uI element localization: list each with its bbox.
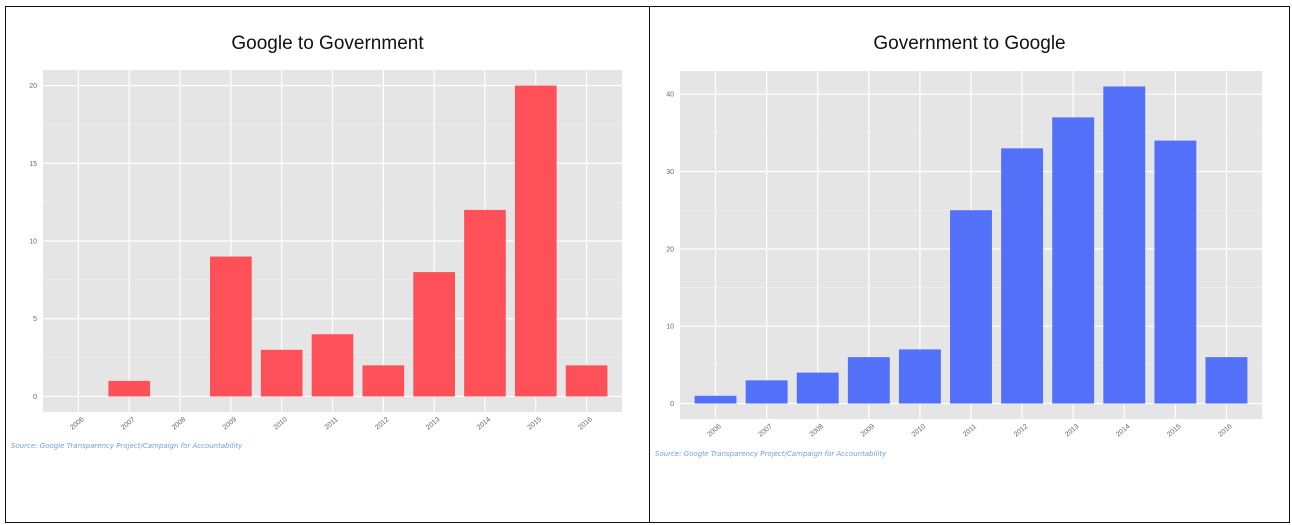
source-note: Source: Google Transparency Project/Camp… [11, 442, 243, 450]
bar-2009 [847, 357, 890, 404]
x-tick-label: 2015 [1166, 423, 1183, 438]
y-tick-label: 30 [666, 169, 674, 176]
y-tick-label: 10 [29, 239, 37, 246]
x-tick-label: 2008 [809, 423, 826, 438]
bar-2009 [210, 256, 252, 397]
bar-2011 [311, 334, 354, 397]
bar-chart-google-to-government: 0 5 10 15 20 2006 2007 2008 2009 2010 2011 2012 2013… [29, 70, 622, 432]
x-tick-label: 2014 [476, 416, 493, 431]
bar-2012 [362, 365, 405, 397]
x-tick-label: 2010 [273, 416, 290, 431]
y-tick-label: 10 [666, 324, 674, 331]
bar-2014 [1103, 86, 1146, 404]
bar-2008 [796, 372, 839, 404]
x-tick-label: 2010 [911, 423, 928, 438]
x-tick-label: 2015 [527, 416, 544, 431]
x-tick-label: 2009 [222, 416, 239, 431]
bar-2012 [1001, 148, 1044, 404]
y-tick-label: 20 [666, 246, 674, 253]
bar-2013 [1052, 117, 1095, 404]
y-tick-label: 0 [670, 401, 674, 408]
x-tick-label: 2006 [706, 423, 723, 438]
bar-2007 [108, 380, 151, 397]
x-tick-label: 2013 [425, 416, 442, 431]
bar-2015 [514, 85, 557, 397]
chart-title: Google to Government [231, 33, 424, 54]
bar-2007 [745, 380, 788, 404]
y-tick-label: 15 [29, 161, 37, 168]
x-tick-label: 2014 [1115, 423, 1132, 438]
bar-2010 [260, 349, 303, 397]
bar-2015 [1154, 140, 1197, 404]
bar-chart-government-to-google: 0 10 20 30 40 2006 2007 2008 2009 2010 2011 2012 201… [666, 71, 1262, 439]
chart-panel-government-to-google: Government to Google 0 10 20 30 40 2006 2007 20… [649, 6, 1290, 523]
bar-2014 [464, 209, 506, 397]
x-tick-label: 2016 [577, 416, 594, 431]
y-tick-label: 40 [666, 92, 674, 99]
chart-panel-google-to-government: Google to Government 0 5 10 15 20 2006 2007 200… [5, 6, 650, 523]
x-tick-label: 2008 [171, 416, 188, 431]
y-tick-label: 5 [33, 316, 37, 323]
x-tick-label: 2007 [757, 423, 774, 438]
y-tick-label: 0 [33, 394, 37, 401]
x-tick-label: 2011 [324, 416, 340, 431]
chart-title: Government to Google [873, 33, 1066, 54]
x-tick-label: 2012 [1013, 423, 1030, 438]
bar-2016 [1205, 357, 1248, 404]
x-tick-label: 2016 [1217, 423, 1234, 438]
source-note: Source: Google Transparency Project/Camp… [655, 450, 887, 458]
bar-2016 [565, 365, 608, 397]
bar-2011 [950, 210, 992, 404]
bar-2013 [413, 272, 455, 397]
x-tick-label: 2011 [962, 423, 978, 438]
x-tick-label: 2013 [1064, 423, 1081, 438]
y-tick-label: 20 [29, 83, 37, 90]
bar-2006 [694, 395, 737, 404]
x-tick-label: 2006 [69, 416, 86, 431]
x-tick-label: 2009 [860, 423, 877, 438]
x-tick-label: 2007 [120, 416, 137, 431]
x-tick-label: 2012 [374, 416, 391, 431]
bar-2010 [898, 349, 941, 404]
